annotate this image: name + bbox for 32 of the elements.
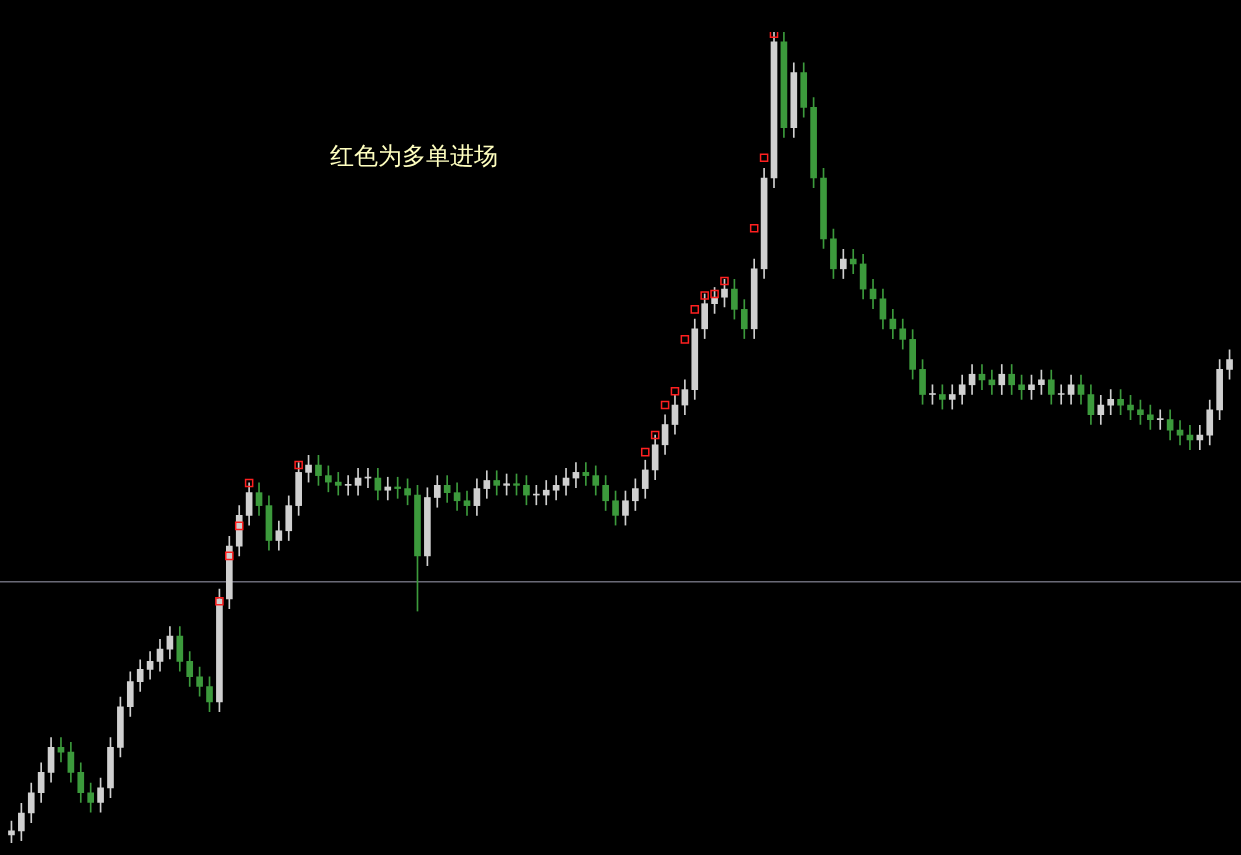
point (749, 223, 759, 233)
point (650, 430, 660, 440)
candlestick (394, 476, 402, 499)
candlestick (1146, 404, 1154, 430)
candlestick (463, 490, 471, 516)
annotation: 红色为多单进场 (330, 141, 498, 172)
point (234, 521, 244, 531)
point (225, 551, 234, 561)
candlestick (582, 462, 590, 486)
point (710, 289, 719, 299)
point (215, 597, 224, 606)
point (680, 335, 690, 344)
point (294, 460, 303, 470)
point (244, 478, 254, 488)
candlestick (948, 384, 956, 410)
candlestick (1057, 384, 1065, 405)
candlestick (1156, 409, 1164, 430)
point (759, 153, 769, 162)
candlestick (552, 475, 560, 501)
point (690, 305, 700, 314)
candlestick (334, 472, 342, 496)
point (700, 291, 709, 300)
candlestick (849, 249, 857, 275)
point (660, 400, 670, 410)
candlestick (542, 480, 550, 506)
point (670, 386, 680, 396)
candlestick (1107, 389, 1115, 416)
point (640, 447, 650, 457)
point (720, 276, 729, 286)
candlestick (493, 470, 501, 496)
candlestick (384, 476, 392, 501)
candlestick (344, 475, 352, 496)
